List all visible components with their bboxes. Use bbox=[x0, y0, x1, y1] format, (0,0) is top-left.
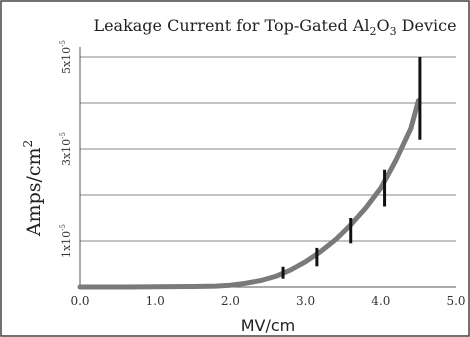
x-tick-label: 5.0 bbox=[446, 294, 465, 308]
gridlines bbox=[80, 56, 456, 242]
y-tick-label: 1x10-5 bbox=[59, 224, 73, 258]
chart-title-prefix: Leakage Current for Top-Gated Al bbox=[93, 16, 369, 35]
x-axis-label: MV/cm bbox=[241, 316, 296, 335]
y-axis-label-sup: 2 bbox=[21, 140, 35, 148]
y-tick-label: 5x10-5 bbox=[59, 40, 73, 74]
y-tick-mantissa: 3x10 bbox=[60, 139, 73, 166]
x-tick-label: 4.0 bbox=[371, 294, 390, 308]
chart-title-sub2: 3 bbox=[390, 25, 397, 38]
y-tick-exponent: -5 bbox=[59, 132, 67, 139]
y-tick-exponent: -5 bbox=[59, 224, 67, 231]
y-tick-exponent: -5 bbox=[59, 40, 67, 47]
x-tick-label: 2.0 bbox=[221, 294, 240, 308]
y-axis-label: Amps/cm2 bbox=[21, 140, 45, 237]
y-axis-label-base: Amps/cm bbox=[23, 147, 45, 237]
y-tick-label: 3x10-5 bbox=[59, 132, 73, 166]
chart-title-mid: O bbox=[376, 16, 389, 35]
x-tick-label: 1.0 bbox=[146, 294, 165, 308]
chart-title-suffix: Device bbox=[397, 16, 457, 35]
y-tick-mantissa: 5x10 bbox=[60, 47, 73, 74]
chart-title-sub1: 2 bbox=[369, 25, 376, 38]
x-tick-label: 0.0 bbox=[70, 294, 89, 308]
x-tick-label: 3.0 bbox=[296, 294, 315, 308]
y-tick-mantissa: 1x10 bbox=[60, 231, 73, 258]
series-line bbox=[77, 98, 421, 290]
data-series bbox=[77, 98, 421, 290]
error-bars bbox=[281, 57, 422, 279]
chart-title: Leakage Current for Top-Gated Al2O3 Devi… bbox=[93, 16, 456, 38]
